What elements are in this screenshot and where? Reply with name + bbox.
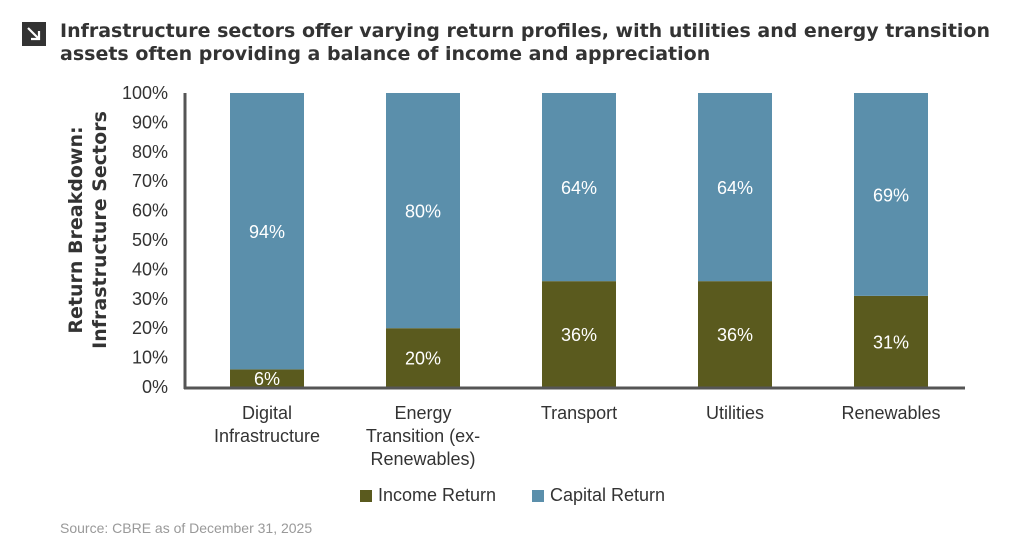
bar-income bbox=[230, 369, 304, 387]
data-label-income: 31% bbox=[873, 332, 909, 352]
legend: Income Return Capital Return bbox=[0, 485, 1024, 509]
arrow-down-right-icon bbox=[22, 22, 46, 46]
data-label-capital: 64% bbox=[561, 178, 597, 198]
y-tick-label: 10% bbox=[132, 348, 168, 368]
bar-capital bbox=[230, 93, 304, 370]
x-tick-label: Transport bbox=[541, 403, 617, 423]
data-label-capital: 69% bbox=[873, 185, 909, 205]
data-label-capital: 64% bbox=[717, 178, 753, 198]
legend-swatch-income bbox=[360, 489, 372, 502]
x-tick-label: Digital Infrastructure bbox=[214, 403, 320, 446]
bar-capital bbox=[542, 93, 616, 282]
legend-item-income: Income Return bbox=[360, 485, 496, 506]
data-label-income: 36% bbox=[717, 325, 753, 345]
bar-capital bbox=[854, 93, 928, 296]
y-tick-label: 20% bbox=[132, 318, 168, 338]
bar-capital bbox=[386, 93, 460, 329]
bar-income bbox=[386, 328, 460, 387]
y-tick-label: 0% bbox=[142, 377, 168, 397]
legend-swatch-capital bbox=[532, 489, 544, 502]
x-tick-label: Renewables bbox=[841, 403, 940, 423]
bar-capital bbox=[698, 93, 772, 282]
y-tick-label: 70% bbox=[132, 171, 168, 191]
data-label-income: 20% bbox=[405, 349, 441, 369]
bar-income bbox=[854, 295, 928, 387]
y-axis-title: Return Breakdown: Infrastructure Sectors bbox=[65, 111, 111, 349]
y-tick-label: 30% bbox=[132, 289, 168, 309]
data-label-capital: 94% bbox=[249, 222, 285, 242]
bar-income bbox=[542, 281, 616, 387]
source-note: Source: CBRE as of December 31, 2025 bbox=[60, 520, 313, 536]
y-tick-label: 90% bbox=[132, 112, 168, 132]
y-tick-label: 40% bbox=[132, 259, 168, 279]
x-tick-label: Energy Transition (ex-Renewables) bbox=[366, 403, 480, 469]
data-label-capital: 80% bbox=[405, 202, 441, 222]
y-tick-label: 80% bbox=[132, 142, 168, 162]
legend-label-income: Income Return bbox=[378, 485, 497, 505]
y-tick-label: 50% bbox=[132, 230, 168, 250]
data-label-income: 6% bbox=[254, 369, 280, 389]
chart-title: Infrastructure sectors offer varying ret… bbox=[60, 20, 990, 65]
data-label-income: 36% bbox=[561, 325, 597, 345]
y-tick-label: 100% bbox=[122, 83, 168, 103]
bar-income bbox=[698, 281, 772, 387]
legend-item-capital: Capital Return bbox=[532, 485, 665, 506]
legend-label-capital: Capital Return bbox=[550, 485, 666, 505]
x-tick-label: Utilities bbox=[706, 403, 764, 423]
y-tick-label: 60% bbox=[132, 201, 168, 221]
